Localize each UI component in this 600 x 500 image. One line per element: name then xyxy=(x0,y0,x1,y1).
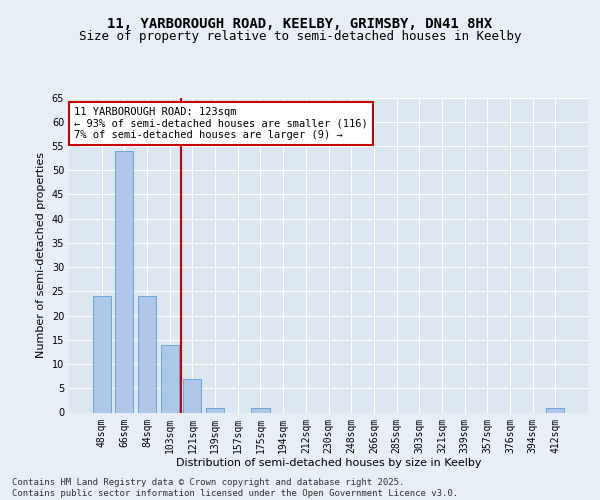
Bar xyxy=(546,408,565,412)
Text: 11, YARBOROUGH ROAD, KEELBY, GRIMSBY, DN41 8HX: 11, YARBOROUGH ROAD, KEELBY, GRIMSBY, DN… xyxy=(107,18,493,32)
Bar xyxy=(138,296,156,412)
Text: 11 YARBOROUGH ROAD: 123sqm
← 93% of semi-detached houses are smaller (116)
7% of: 11 YARBOROUGH ROAD: 123sqm ← 93% of semi… xyxy=(74,107,368,140)
Text: Contains HM Land Registry data © Crown copyright and database right 2025.
Contai: Contains HM Land Registry data © Crown c… xyxy=(12,478,458,498)
Bar xyxy=(115,151,133,412)
Bar xyxy=(92,296,111,412)
Y-axis label: Number of semi-detached properties: Number of semi-detached properties xyxy=(36,152,46,358)
Bar xyxy=(161,344,179,412)
Bar xyxy=(251,408,269,412)
Bar xyxy=(206,408,224,412)
X-axis label: Distribution of semi-detached houses by size in Keelby: Distribution of semi-detached houses by … xyxy=(176,458,481,468)
Bar xyxy=(184,378,202,412)
Text: Size of property relative to semi-detached houses in Keelby: Size of property relative to semi-detach… xyxy=(79,30,521,43)
